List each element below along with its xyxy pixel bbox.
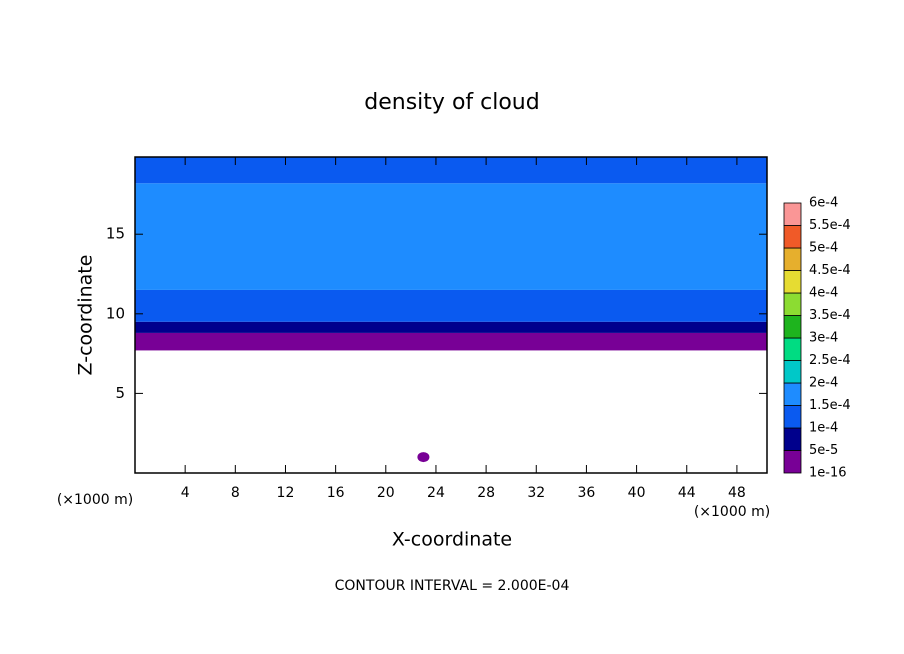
x-unit-label: (×1000 m) (694, 504, 770, 520)
y-tick-label: 5 (115, 384, 125, 402)
x-tick-label: 16 (327, 485, 345, 501)
chart-title: density of cloud (364, 90, 539, 115)
x-axis-label: X-coordinate (392, 529, 512, 551)
x-tick-label: 32 (527, 485, 545, 501)
colorbar-label: 5e-5 (809, 443, 838, 458)
y-tick-label: 10 (106, 304, 125, 322)
y-unit-label: (×1000 m) (57, 492, 133, 508)
colorbar-label: 1e-16 (809, 466, 847, 481)
colorbar-label: 3.5e-4 (809, 308, 851, 323)
colorbar-box (783, 315, 802, 339)
colorbar-box (783, 360, 802, 384)
contour-band (135, 183, 767, 290)
colorbar-label: 5e-4 (809, 241, 838, 256)
colorbar-box (783, 450, 802, 474)
colorbar-label: 4e-4 (809, 286, 838, 301)
plot-frame (134, 156, 768, 474)
colorbar-label: 2.5e-4 (809, 353, 851, 368)
colorbar-label: 6e-4 (809, 196, 838, 211)
colorbar-box (783, 270, 802, 294)
x-tick-label: 8 (231, 485, 240, 501)
x-tick-label: 48 (728, 485, 746, 501)
colorbar-box (783, 337, 802, 361)
colorbar-box (783, 382, 802, 406)
x-tick-label: 24 (427, 485, 445, 501)
colorbar-label: 3e-4 (809, 331, 838, 346)
colorbar-label: 1e-4 (809, 421, 838, 436)
x-tick-label: 28 (477, 485, 495, 501)
colorbar-label: 1.5e-4 (809, 398, 851, 413)
contour-interval: CONTOUR INTERVAL = 2.000E-04 (335, 578, 570, 594)
x-tick-label: 36 (578, 485, 596, 501)
x-tick-label: 4 (181, 485, 190, 501)
colorbar-label: 2e-4 (809, 376, 838, 391)
contour-patch (417, 452, 430, 463)
y-axis-label: Z-coordinate (75, 255, 97, 376)
colorbar-box (783, 292, 802, 316)
contour-band (135, 157, 767, 184)
contour-band (135, 289, 767, 322)
x-tick-label: 44 (678, 485, 696, 501)
x-tick-label: 40 (628, 485, 646, 501)
colorbar-label: 4.5e-4 (809, 263, 851, 278)
colorbar-box (783, 405, 802, 429)
x-tick-label: 12 (277, 485, 295, 501)
x-tick-label: 20 (377, 485, 395, 501)
colorbar-box (783, 202, 802, 226)
y-tick-label: 15 (106, 225, 125, 243)
colorbar-box (783, 247, 802, 271)
colorbar-label: 5.5e-4 (809, 218, 851, 233)
contour-band (135, 332, 767, 351)
contour-band (135, 321, 767, 333)
colorbar-box (783, 225, 802, 249)
colorbar-box (783, 427, 802, 451)
